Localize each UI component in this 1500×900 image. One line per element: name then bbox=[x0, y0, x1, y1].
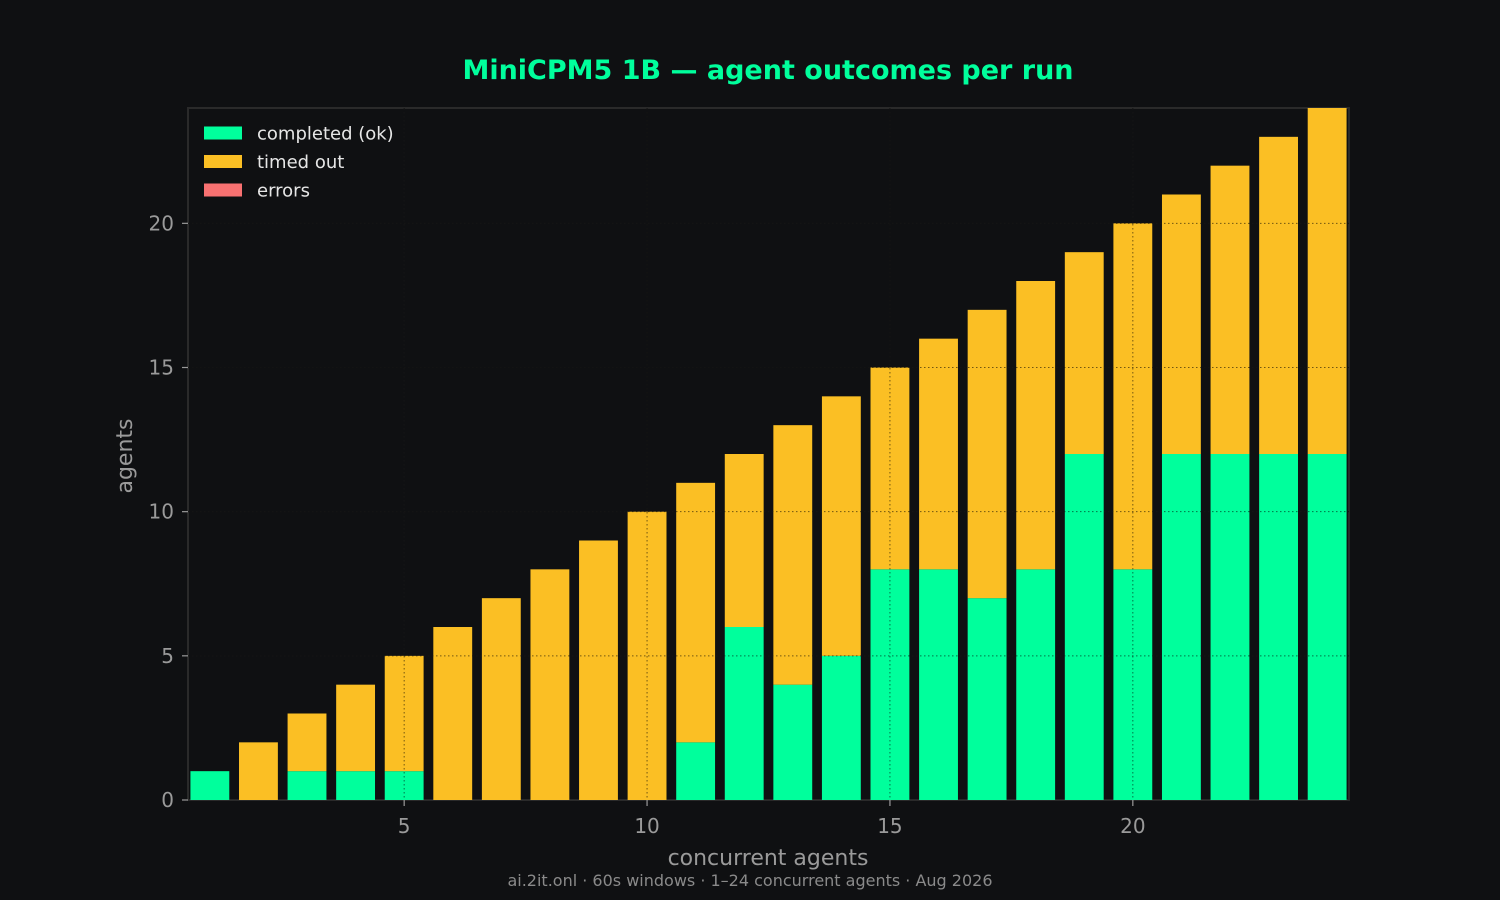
bar-completed-ok-18 bbox=[1016, 569, 1056, 800]
bar-timed-out-7 bbox=[481, 598, 521, 800]
bar-completed-ok-5 bbox=[384, 771, 424, 800]
bar-completed-ok-3 bbox=[287, 771, 327, 800]
bar-timed-out-9 bbox=[579, 540, 618, 800]
legend-label: timed out bbox=[257, 152, 344, 173]
bar-timed-out-11 bbox=[676, 482, 716, 743]
bar-timed-out-2 bbox=[239, 742, 278, 800]
x-tick-label: 10 bbox=[634, 814, 659, 838]
bar-completed-ok-11 bbox=[676, 742, 716, 800]
footer-note: ai.2it.onl · 60s windows · 1–24 concurre… bbox=[507, 871, 992, 890]
bar-timed-out-16 bbox=[919, 338, 958, 570]
y-tick-label: 0 bbox=[161, 788, 174, 812]
x-tick-label: 20 bbox=[1120, 814, 1145, 838]
legend-label: errors bbox=[257, 181, 310, 202]
bar-timed-out-22 bbox=[1210, 165, 1250, 454]
bar-timed-out-24 bbox=[1307, 108, 1347, 454]
bar-timed-out-14 bbox=[821, 396, 861, 656]
bar-timed-out-13 bbox=[773, 425, 813, 685]
bar-completed-ok-12 bbox=[724, 627, 764, 800]
bar-completed-ok-4 bbox=[336, 771, 376, 800]
bar-completed-ok-1 bbox=[190, 771, 230, 800]
y-tick-label: 20 bbox=[149, 211, 174, 235]
ticks: 0 5 10 15 20 5 10 15 20 bbox=[149, 211, 1146, 838]
bar-completed-ok-24 bbox=[1307, 454, 1347, 800]
bar-timed-out-12 bbox=[724, 454, 764, 627]
bar-timed-out-8 bbox=[530, 569, 570, 800]
bar-completed-ok-22 bbox=[1210, 454, 1250, 800]
bar-completed-ok-21 bbox=[1161, 454, 1201, 800]
bar-completed-ok-14 bbox=[821, 655, 861, 800]
bar-completed-ok-13 bbox=[773, 684, 813, 800]
x-axis-label: concurrent agents bbox=[668, 846, 869, 871]
bar-timed-out-3 bbox=[287, 713, 327, 772]
bar-completed-ok-23 bbox=[1259, 454, 1298, 800]
bar-timed-out-21 bbox=[1161, 194, 1201, 454]
bars bbox=[188, 108, 1349, 800]
legend-swatch bbox=[204, 183, 242, 197]
bar-timed-out-4 bbox=[336, 684, 376, 772]
bar-timed-out-23 bbox=[1259, 136, 1298, 455]
legend-label: completed (ok) bbox=[257, 124, 394, 145]
y-axis-label: agents bbox=[113, 418, 138, 493]
x-tick-label: 15 bbox=[877, 814, 902, 838]
legend-swatch bbox=[204, 126, 242, 140]
bar-timed-out-19 bbox=[1064, 252, 1104, 454]
bar-timed-out-6 bbox=[433, 627, 473, 800]
bar-completed-ok-19 bbox=[1064, 454, 1104, 800]
y-tick-label: 10 bbox=[149, 500, 174, 524]
bar-timed-out-17 bbox=[967, 309, 1007, 599]
chart-title: MiniCPM5 1B — agent outcomes per run bbox=[462, 55, 1073, 86]
bar-completed-ok-16 bbox=[919, 569, 958, 800]
legend: completed (ok) timed out errors bbox=[204, 124, 394, 202]
y-tick-label: 5 bbox=[161, 644, 174, 668]
bar-completed-ok-17 bbox=[967, 598, 1007, 800]
y-tick-label: 15 bbox=[149, 356, 174, 380]
legend-swatch bbox=[204, 155, 242, 168]
bar-timed-out-18 bbox=[1016, 281, 1056, 570]
x-tick-label: 5 bbox=[398, 814, 411, 838]
